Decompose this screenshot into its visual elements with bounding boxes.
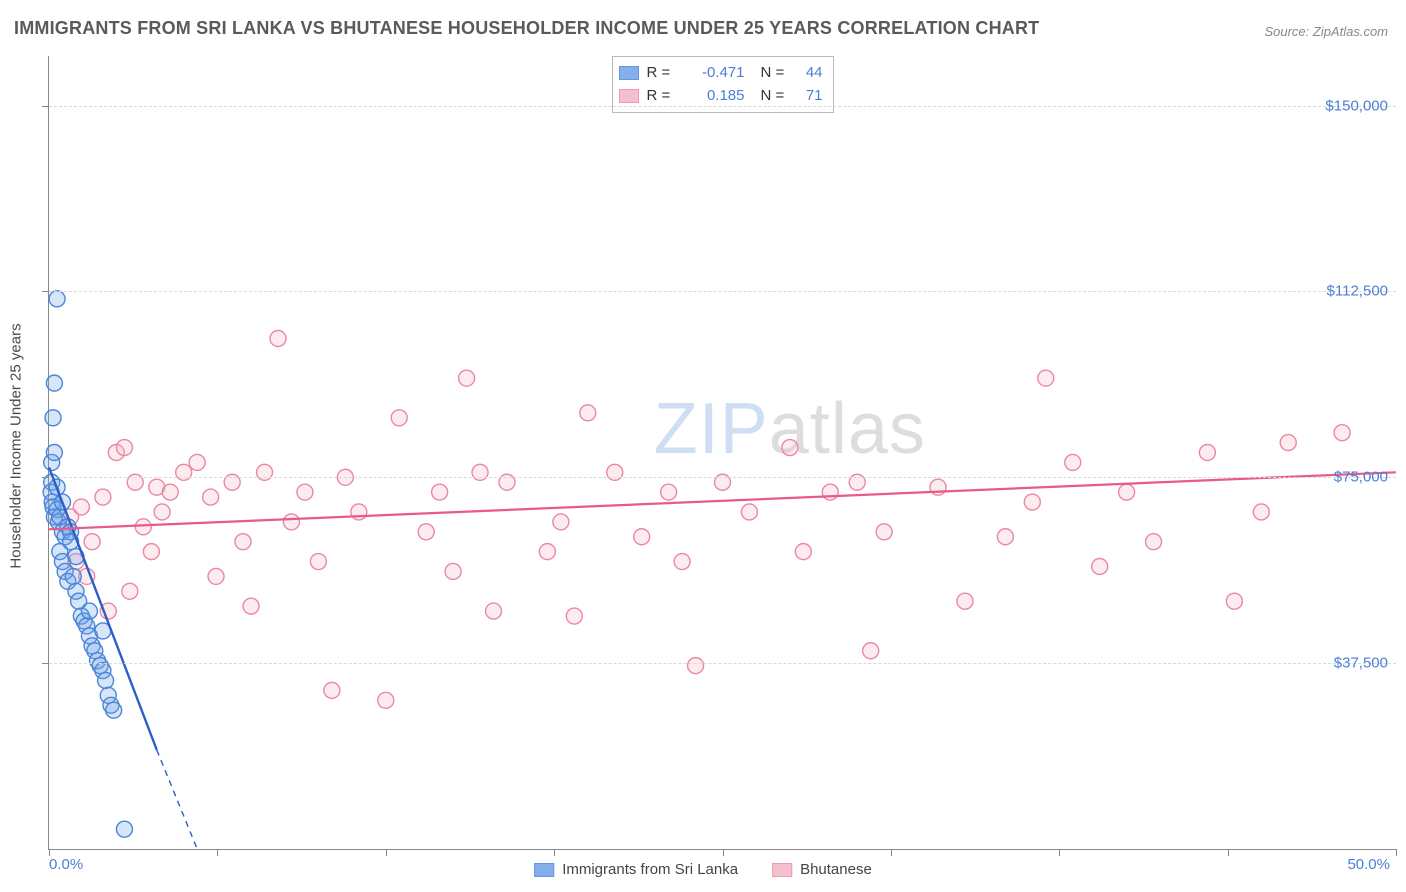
data-point [553,514,569,530]
y-axis-title: Householder Income Under 25 years [8,323,25,568]
swatch-bhutanese-icon [772,863,792,877]
data-point [580,405,596,421]
data-point [310,554,326,570]
data-point [162,484,178,500]
data-point [1334,425,1350,441]
data-point [674,554,690,570]
data-point [795,544,811,560]
data-point [243,598,259,614]
data-point [782,440,798,456]
regression-line-extrapolated [157,750,197,849]
data-point [270,331,286,347]
data-point [863,643,879,659]
data-point [116,440,132,456]
data-point [391,410,407,426]
data-point [1226,593,1242,609]
data-point [1119,484,1135,500]
y-tick-label: $150,000 [1325,97,1388,114]
data-point [661,484,677,500]
plot-area: ZIPatlas R = -0.471 N = 44 R = 0.185 N =… [48,56,1396,850]
data-point [235,534,251,550]
series-legend: Immigrants from Sri Lanka Bhutanese [534,861,872,878]
data-point [1038,370,1054,386]
data-point [876,524,892,540]
legend-item-bhutanese: Bhutanese [772,861,872,878]
data-point [84,534,100,550]
y-tick-label: $112,500 [1327,283,1388,300]
data-point [822,484,838,500]
data-point [997,529,1013,545]
data-point [81,603,97,619]
data-point [116,821,132,837]
legend-label-bhutanese: Bhutanese [800,861,872,878]
data-point [283,514,299,530]
data-point [98,672,114,688]
data-point [957,593,973,609]
data-point [135,519,151,535]
data-point [143,544,159,560]
data-point [459,370,475,386]
x-axis-min-label: 0.0% [49,856,83,873]
y-tick-label: $75,000 [1334,469,1388,486]
x-axis-max-label: 50.0% [1347,856,1390,873]
data-point [688,658,704,674]
data-point [566,608,582,624]
data-point [65,568,81,584]
data-point [539,544,555,560]
scatter-svg [49,56,1396,849]
data-point [634,529,650,545]
legend-item-srilanka: Immigrants from Sri Lanka [534,861,738,878]
data-point [445,563,461,579]
data-point [1024,494,1040,510]
data-point [1092,558,1108,574]
data-point [49,291,65,307]
y-tick-label: $37,500 [1334,655,1388,672]
data-point [324,682,340,698]
data-point [1146,534,1162,550]
source-attribution: Source: ZipAtlas.com [1264,24,1388,39]
data-point [1280,435,1296,451]
chart-title: IMMIGRANTS FROM SRI LANKA VS BHUTANESE H… [14,18,1039,39]
data-point [203,489,219,505]
data-point [46,375,62,391]
data-point [95,489,111,505]
legend-label-srilanka: Immigrants from Sri Lanka [562,861,738,878]
data-point [1065,454,1081,470]
data-point [46,445,62,461]
data-point [432,484,448,500]
data-point [73,499,89,515]
swatch-srilanka-icon [534,863,554,877]
data-point [297,484,313,500]
data-point [1199,445,1215,461]
data-point [486,603,502,619]
data-point [154,504,170,520]
data-point [378,692,394,708]
data-point [1253,504,1269,520]
data-point [106,702,122,718]
data-point [741,504,757,520]
data-point [122,583,138,599]
data-point [418,524,434,540]
data-point [189,454,205,470]
data-point [351,504,367,520]
data-point [45,410,61,426]
data-point [208,568,224,584]
